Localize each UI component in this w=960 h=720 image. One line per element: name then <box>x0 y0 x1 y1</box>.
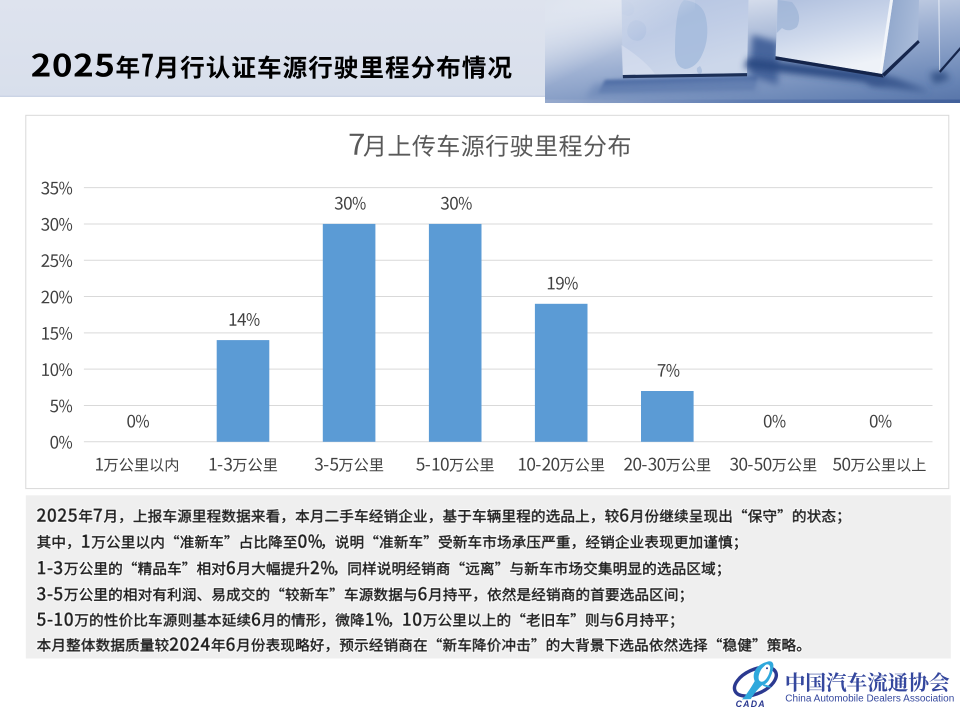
svg-text:China Automobile Dealers Assoc: China Automobile Dealers Association <box>785 693 954 704</box>
svg-text:CADA: CADA <box>736 699 766 709</box>
